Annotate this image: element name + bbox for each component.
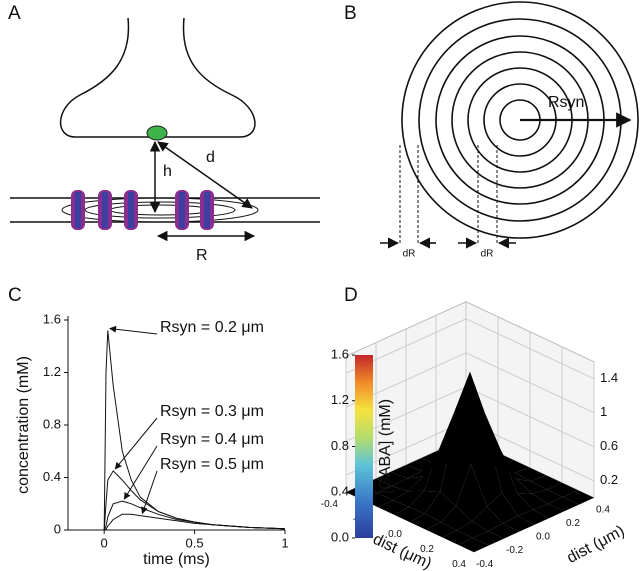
surface-cell bbox=[408, 449, 439, 492]
colorbar-tick-label: 0.0 bbox=[331, 529, 349, 544]
x-tick-label: 0.5 bbox=[186, 535, 204, 550]
panel-label: A bbox=[8, 3, 21, 24]
y-axis-label: concentration (mM) bbox=[15, 356, 32, 494]
surface-cell bbox=[533, 503, 564, 519]
series-label: Rsyn = 0.3 μm bbox=[160, 403, 264, 420]
surface-cell bbox=[517, 493, 548, 510]
surface-cell bbox=[516, 478, 547, 494]
surface-cell bbox=[426, 522, 457, 538]
surface-cell bbox=[487, 493, 518, 524]
annotation-arrow bbox=[141, 470, 158, 515]
surface-cell bbox=[409, 490, 440, 514]
surface-cell bbox=[532, 489, 563, 504]
chart-c: 0 0.4 0.8 1.2 1.6 0 0.5 1 time (ms) concentration… bbox=[15, 311, 288, 568]
x-tick-label: 0.2 bbox=[420, 544, 434, 555]
panel-label: B bbox=[344, 3, 357, 24]
z-tick-label: 0.2 bbox=[600, 472, 618, 487]
label-d: d bbox=[206, 149, 215, 166]
y-tick-label: -0.2 bbox=[506, 545, 524, 556]
x-tick-label: 0.0 bbox=[388, 529, 402, 540]
y-tick-label: 1.6 bbox=[43, 311, 61, 326]
surface-cell bbox=[377, 486, 408, 501]
label-h: h bbox=[163, 163, 172, 180]
label-dr: dR bbox=[403, 249, 416, 260]
presynaptic-terminal bbox=[59, 17, 256, 138]
annotation-arrow bbox=[123, 445, 158, 500]
surface-cell bbox=[458, 537, 489, 553]
colorbar-label: [GABA] (mM) bbox=[377, 399, 394, 494]
colorbar-tick-label: 0.4 bbox=[331, 484, 349, 499]
surface-cell bbox=[548, 497, 579, 512]
y-tick-label: 0.8 bbox=[43, 416, 61, 431]
label-r: R bbox=[196, 247, 208, 264]
y-tick-label: 0.4 bbox=[43, 469, 61, 484]
surface-cell bbox=[442, 530, 473, 545]
y-tick-label: -0.4 bbox=[476, 559, 494, 570]
y-axis-label: dist (μm) bbox=[564, 523, 627, 567]
x-tick-label: -0.4 bbox=[321, 499, 339, 510]
colorbar bbox=[355, 355, 373, 538]
label-rsyn: Rsyn bbox=[548, 94, 584, 111]
z-tick-label: 1.4 bbox=[600, 370, 618, 385]
x-tick-label: 0 bbox=[101, 535, 108, 550]
y-tick-label: 0.4 bbox=[596, 504, 610, 515]
surface-cell bbox=[376, 471, 407, 487]
surface-cell bbox=[515, 467, 546, 482]
label-dr: dR bbox=[481, 249, 494, 260]
surface-cell bbox=[472, 506, 503, 532]
colorbar-tick-label: 1.2 bbox=[331, 392, 349, 407]
x-tick-label: 0.4 bbox=[452, 559, 466, 570]
surface-cell bbox=[471, 427, 502, 507]
colorbar-tick-label: 1.6 bbox=[331, 346, 349, 361]
surface-cell bbox=[547, 482, 578, 498]
z-tick-label: 1 bbox=[600, 404, 607, 419]
surface-cell bbox=[503, 515, 534, 532]
surface-cell bbox=[455, 371, 486, 465]
surface-cell bbox=[425, 491, 456, 522]
surface-cell bbox=[391, 465, 422, 479]
x-tick-label: 1 bbox=[281, 535, 288, 550]
line bbox=[104, 513, 286, 531]
surface-cell bbox=[440, 427, 471, 506]
surface-cell bbox=[531, 475, 562, 490]
colorbar-tick-label: 0.8 bbox=[331, 438, 349, 453]
z-tick-label: 0.6 bbox=[600, 438, 618, 453]
line bbox=[103, 500, 286, 531]
annotation-arrow bbox=[109, 325, 158, 335]
surface-cell bbox=[392, 476, 423, 492]
surface-cell bbox=[424, 427, 455, 492]
surface-cell bbox=[394, 507, 425, 523]
chart-d: 0.20.611.4-0.4-0.20.00.20.4-0.4-0.20.00.… bbox=[321, 301, 627, 571]
diagram-a bbox=[10, 17, 320, 242]
panel-label: C bbox=[8, 285, 22, 306]
series-label: Rsyn = 0.2 μm bbox=[160, 319, 264, 336]
surface-cell bbox=[563, 490, 594, 505]
panel-label: D bbox=[344, 285, 358, 306]
surface-cell bbox=[393, 490, 424, 507]
vesicle bbox=[146, 125, 168, 141]
series-label: Rsyn = 0.4 μm bbox=[160, 431, 264, 448]
y-tick-label: 0.0 bbox=[536, 532, 550, 543]
surface-cell bbox=[441, 505, 472, 531]
surface-cell bbox=[473, 531, 504, 546]
y-tick-label: 1.2 bbox=[43, 364, 61, 379]
surface-cell bbox=[457, 521, 488, 538]
surface-cell bbox=[501, 450, 532, 494]
surface-cell bbox=[378, 500, 409, 515]
surface-cell bbox=[518, 509, 549, 525]
surface-cell bbox=[502, 493, 533, 516]
series-label: Rsyn = 0.5 μm bbox=[160, 456, 264, 473]
arrow bbox=[157, 141, 253, 209]
surface-cell bbox=[486, 427, 517, 493]
y-tick-label: 0.2 bbox=[566, 518, 580, 529]
y-tick-label: 0 bbox=[54, 521, 61, 536]
surface-cell bbox=[456, 464, 487, 522]
receptors bbox=[71, 190, 214, 230]
annotation-arrow bbox=[114, 417, 158, 470]
surface-cell bbox=[410, 513, 441, 530]
surface-cell bbox=[488, 523, 519, 539]
x-axis-label: time (ms) bbox=[143, 551, 210, 568]
diagram-b bbox=[380, 1, 639, 249]
